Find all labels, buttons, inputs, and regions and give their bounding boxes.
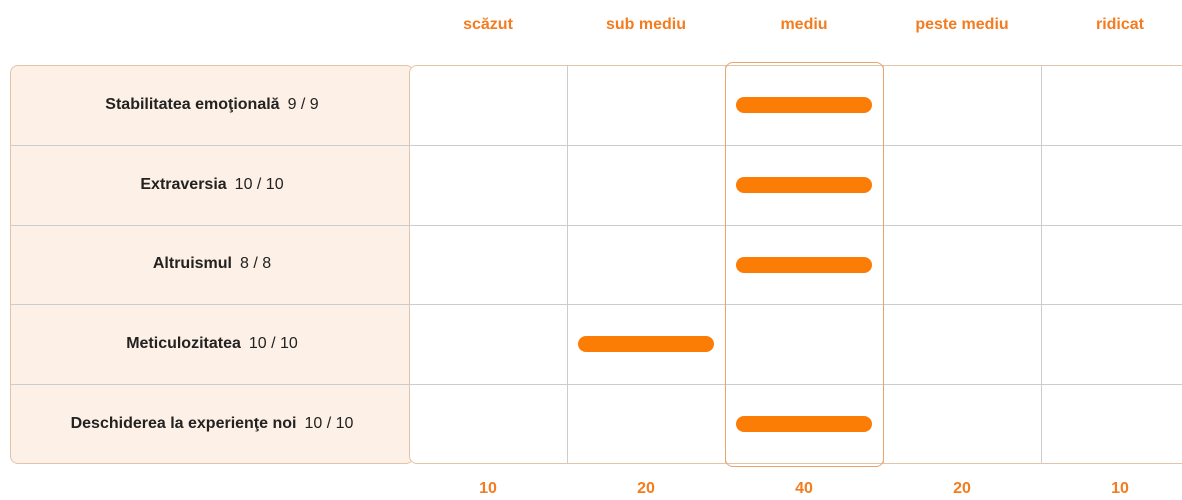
column-header: mediu (780, 16, 828, 33)
trait-name: Deschiderea la experienţe noi (70, 415, 297, 433)
level-bar (736, 176, 872, 193)
row-line (10, 224, 1182, 226)
row-line (10, 384, 1182, 386)
trait-name: Meticulozitatea (126, 335, 241, 353)
row-label: Altruismul 8 / 8 (10, 225, 414, 305)
level-bar (736, 96, 872, 113)
column-count: 20 (953, 480, 971, 497)
column-header: peste mediu (915, 16, 1009, 33)
level-bar (736, 416, 872, 433)
column-header: sub mediu (605, 16, 686, 33)
level-bar (736, 256, 872, 273)
trait-score: 8 / 8 (239, 255, 272, 273)
column-line (567, 65, 568, 464)
trait-score: 9 / 9 (287, 95, 319, 113)
row-line (10, 144, 1182, 146)
trait-score: 10 / 10 (248, 335, 298, 353)
left-panel (10, 65, 414, 464)
trait-name: Extraversia (140, 175, 227, 193)
row-label: Extraversia 10 / 10 (10, 145, 414, 225)
column-count: 20 (637, 480, 655, 497)
trait-name: Stabilitatea emoţională (105, 95, 280, 113)
row-label: Meticulozitatea 10 / 10 (10, 304, 414, 384)
column-count: 40 (795, 480, 813, 497)
row-label: Stabilitatea emoţională 9 / 9 (10, 65, 414, 145)
highlight-column (725, 62, 884, 467)
trait-score: 10 / 10 (234, 175, 284, 193)
column-header: ridicat (1095, 16, 1144, 33)
level-bar (578, 336, 714, 353)
column-header: scăzut (463, 16, 513, 33)
trait-name: Altruismul (152, 255, 232, 273)
row-line (10, 304, 1182, 306)
row-label: Deschiderea la experienţe noi 10 / 10 (10, 384, 414, 464)
column-count: 10 (1111, 480, 1129, 497)
trait-score: 10 / 10 (304, 415, 354, 433)
column-line (1041, 65, 1042, 464)
column-count: 10 (479, 480, 497, 497)
